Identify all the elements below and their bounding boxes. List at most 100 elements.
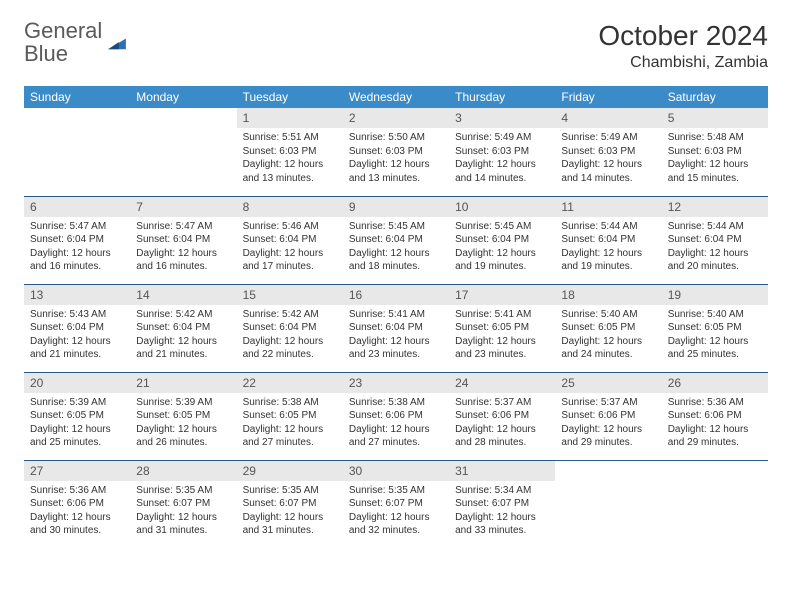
day-number: 2 [343,108,449,128]
calendar-cell: 20Sunrise: 5:39 AMSunset: 6:05 PMDayligh… [24,372,130,460]
weekday-header: Wednesday [343,86,449,108]
calendar-cell: 7Sunrise: 5:47 AMSunset: 6:04 PMDaylight… [130,196,236,284]
weekday-header: Thursday [449,86,555,108]
header: General Blue October 2024 Chambishi, Zam… [24,20,768,72]
weekday-header: Monday [130,86,236,108]
calendar-cell: 14Sunrise: 5:42 AMSunset: 6:04 PMDayligh… [130,284,236,372]
day-number: 10 [449,197,555,217]
calendar-header-row: SundayMondayTuesdayWednesdayThursdayFrid… [24,86,768,108]
calendar-cell: 22Sunrise: 5:38 AMSunset: 6:05 PMDayligh… [237,372,343,460]
day-body: Sunrise: 5:42 AMSunset: 6:04 PMDaylight:… [130,305,236,368]
day-body: Sunrise: 5:40 AMSunset: 6:05 PMDaylight:… [555,305,661,368]
day-body: Sunrise: 5:40 AMSunset: 6:05 PMDaylight:… [662,305,768,368]
calendar-cell: 23Sunrise: 5:38 AMSunset: 6:06 PMDayligh… [343,372,449,460]
weekday-header: Sunday [24,86,130,108]
calendar-cell: 18Sunrise: 5:40 AMSunset: 6:05 PMDayligh… [555,284,661,372]
logo-sail-icon [106,35,128,51]
calendar-cell [130,108,236,196]
calendar-cell: 10Sunrise: 5:45 AMSunset: 6:04 PMDayligh… [449,196,555,284]
day-body: Sunrise: 5:45 AMSunset: 6:04 PMDaylight:… [449,217,555,280]
calendar-cell: 26Sunrise: 5:36 AMSunset: 6:06 PMDayligh… [662,372,768,460]
day-number: 28 [130,461,236,481]
month-title: October 2024 [598,20,768,52]
day-body: Sunrise: 5:39 AMSunset: 6:05 PMDaylight:… [24,393,130,456]
calendar-cell: 29Sunrise: 5:35 AMSunset: 6:07 PMDayligh… [237,460,343,548]
day-number: 25 [555,373,661,393]
day-number: 19 [662,285,768,305]
weekday-header: Tuesday [237,86,343,108]
day-body: Sunrise: 5:41 AMSunset: 6:05 PMDaylight:… [449,305,555,368]
day-body: Sunrise: 5:45 AMSunset: 6:04 PMDaylight:… [343,217,449,280]
day-body: Sunrise: 5:49 AMSunset: 6:03 PMDaylight:… [555,128,661,191]
day-body: Sunrise: 5:43 AMSunset: 6:04 PMDaylight:… [24,305,130,368]
logo: General Blue [24,20,128,66]
day-number: 14 [130,285,236,305]
calendar-cell: 27Sunrise: 5:36 AMSunset: 6:06 PMDayligh… [24,460,130,548]
day-number: 17 [449,285,555,305]
day-body: Sunrise: 5:42 AMSunset: 6:04 PMDaylight:… [237,305,343,368]
day-body: Sunrise: 5:38 AMSunset: 6:05 PMDaylight:… [237,393,343,456]
day-body: Sunrise: 5:34 AMSunset: 6:07 PMDaylight:… [449,481,555,544]
day-number: 31 [449,461,555,481]
day-number: 30 [343,461,449,481]
calendar-cell: 24Sunrise: 5:37 AMSunset: 6:06 PMDayligh… [449,372,555,460]
calendar-cell: 4Sunrise: 5:49 AMSunset: 6:03 PMDaylight… [555,108,661,196]
calendar-cell: 19Sunrise: 5:40 AMSunset: 6:05 PMDayligh… [662,284,768,372]
calendar-cell: 17Sunrise: 5:41 AMSunset: 6:05 PMDayligh… [449,284,555,372]
day-number: 23 [343,373,449,393]
day-number: 11 [555,197,661,217]
calendar-cell: 30Sunrise: 5:35 AMSunset: 6:07 PMDayligh… [343,460,449,548]
day-number: 8 [237,197,343,217]
day-body: Sunrise: 5:37 AMSunset: 6:06 PMDaylight:… [449,393,555,456]
calendar-cell: 5Sunrise: 5:48 AMSunset: 6:03 PMDaylight… [662,108,768,196]
day-number: 4 [555,108,661,128]
day-number: 16 [343,285,449,305]
day-body: Sunrise: 5:47 AMSunset: 6:04 PMDaylight:… [130,217,236,280]
title-block: October 2024 Chambishi, Zambia [598,20,768,72]
calendar-cell: 11Sunrise: 5:44 AMSunset: 6:04 PMDayligh… [555,196,661,284]
day-body: Sunrise: 5:44 AMSunset: 6:04 PMDaylight:… [662,217,768,280]
day-body: Sunrise: 5:51 AMSunset: 6:03 PMDaylight:… [237,128,343,191]
calendar-cell [24,108,130,196]
day-number: 20 [24,373,130,393]
calendar-cell: 25Sunrise: 5:37 AMSunset: 6:06 PMDayligh… [555,372,661,460]
logo-text-blue: Blue [24,41,68,66]
calendar-body: 1Sunrise: 5:51 AMSunset: 6:03 PMDaylight… [24,108,768,548]
day-body: Sunrise: 5:35 AMSunset: 6:07 PMDaylight:… [130,481,236,544]
day-body: Sunrise: 5:49 AMSunset: 6:03 PMDaylight:… [449,128,555,191]
day-body: Sunrise: 5:41 AMSunset: 6:04 PMDaylight:… [343,305,449,368]
calendar-cell: 6Sunrise: 5:47 AMSunset: 6:04 PMDaylight… [24,196,130,284]
calendar-table: SundayMondayTuesdayWednesdayThursdayFrid… [24,86,768,548]
day-body: Sunrise: 5:50 AMSunset: 6:03 PMDaylight:… [343,128,449,191]
day-body: Sunrise: 5:35 AMSunset: 6:07 PMDaylight:… [237,481,343,544]
day-body: Sunrise: 5:35 AMSunset: 6:07 PMDaylight:… [343,481,449,544]
day-number: 15 [237,285,343,305]
calendar-cell: 2Sunrise: 5:50 AMSunset: 6:03 PMDaylight… [343,108,449,196]
calendar-cell: 9Sunrise: 5:45 AMSunset: 6:04 PMDaylight… [343,196,449,284]
day-number: 3 [449,108,555,128]
location: Chambishi, Zambia [598,54,768,72]
day-body: Sunrise: 5:39 AMSunset: 6:05 PMDaylight:… [130,393,236,456]
day-body: Sunrise: 5:46 AMSunset: 6:04 PMDaylight:… [237,217,343,280]
day-number: 29 [237,461,343,481]
day-body: Sunrise: 5:36 AMSunset: 6:06 PMDaylight:… [662,393,768,456]
day-number: 6 [24,197,130,217]
calendar-cell: 21Sunrise: 5:39 AMSunset: 6:05 PMDayligh… [130,372,236,460]
calendar-cell: 15Sunrise: 5:42 AMSunset: 6:04 PMDayligh… [237,284,343,372]
day-number: 1 [237,108,343,128]
day-number: 13 [24,285,130,305]
day-body: Sunrise: 5:36 AMSunset: 6:06 PMDaylight:… [24,481,130,544]
day-number: 7 [130,197,236,217]
day-number: 27 [24,461,130,481]
calendar-cell: 1Sunrise: 5:51 AMSunset: 6:03 PMDaylight… [237,108,343,196]
calendar-cell: 12Sunrise: 5:44 AMSunset: 6:04 PMDayligh… [662,196,768,284]
day-number: 18 [555,285,661,305]
day-body: Sunrise: 5:38 AMSunset: 6:06 PMDaylight:… [343,393,449,456]
calendar-cell: 16Sunrise: 5:41 AMSunset: 6:04 PMDayligh… [343,284,449,372]
day-number: 12 [662,197,768,217]
calendar-cell [662,460,768,548]
calendar-cell: 8Sunrise: 5:46 AMSunset: 6:04 PMDaylight… [237,196,343,284]
day-body: Sunrise: 5:47 AMSunset: 6:04 PMDaylight:… [24,217,130,280]
logo-text: General Blue [24,20,102,66]
day-number: 24 [449,373,555,393]
